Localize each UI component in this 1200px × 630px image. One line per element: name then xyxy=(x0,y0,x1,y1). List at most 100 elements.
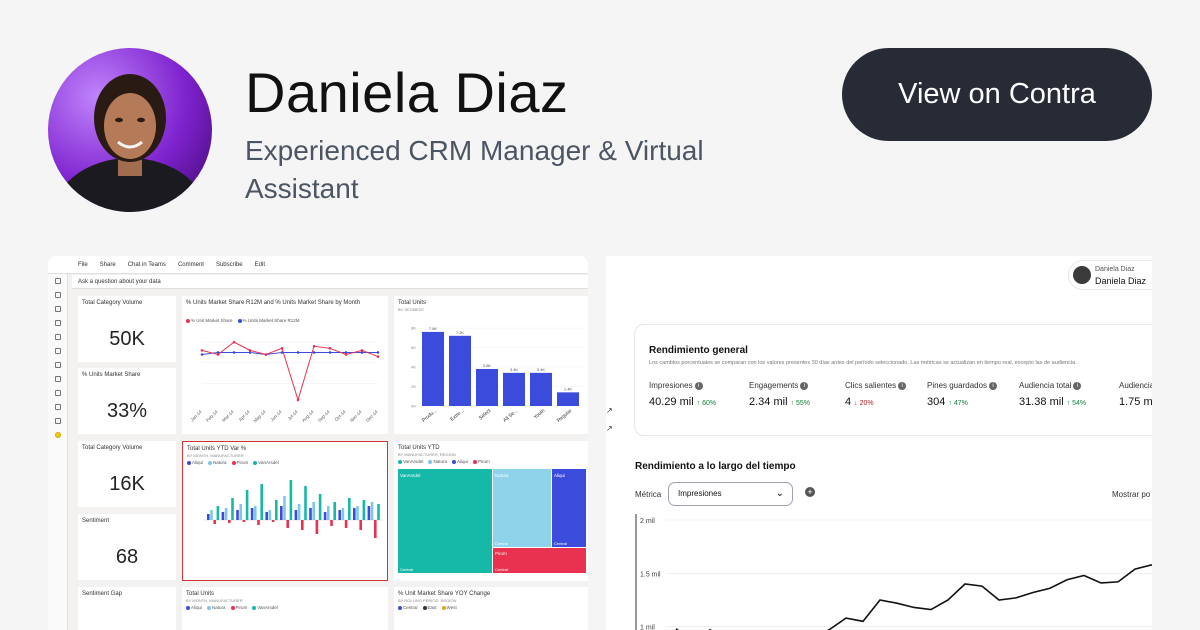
ytd-variance-tile[interactable]: Total Units YTD Var % BY MONTH, MANUFACT… xyxy=(182,441,388,581)
ytd-bar xyxy=(289,480,293,520)
category-label: Extre... xyxy=(449,408,465,423)
market-share-yoy-tile[interactable]: % Unit Market Share YOY Change BY ROLLIN… xyxy=(394,587,588,630)
y-tick-label: 2 mil xyxy=(640,518,655,525)
toolbar-edit[interactable]: Edit xyxy=(254,261,265,268)
metric-change: ↑ 47% xyxy=(948,400,968,407)
kpi-value: 50K xyxy=(109,328,145,350)
datasets-icon[interactable] xyxy=(54,334,61,340)
r12m-point xyxy=(376,351,380,354)
side-edge-icons: ↗ ↗ xyxy=(606,406,613,433)
kpi-title: Sentiment xyxy=(82,518,110,524)
ytd-bar xyxy=(370,502,374,520)
kpi-tile[interactable]: Sentiment Gap xyxy=(78,587,176,630)
goals-icon[interactable] xyxy=(54,348,61,354)
bar-chart-title: Total Units xyxy=(398,300,427,306)
category-label: Youth xyxy=(533,408,547,421)
ytd-bar xyxy=(265,512,268,520)
kpi-tile[interactable]: Total Category Volume 50K xyxy=(78,296,176,362)
x-tick-label: Nov-14 xyxy=(349,409,363,423)
ytd-bar xyxy=(367,506,371,520)
legend-item: VanArsdel xyxy=(253,460,279,465)
data-label: 7.2K xyxy=(456,330,465,335)
avatar xyxy=(48,48,212,212)
analytics-preview: Daniela Diaz Daniela Diaz ↗ ↗ Rendimiento… xyxy=(606,256,1152,630)
legend-item: Aliqui xyxy=(451,459,468,464)
metric-item: Audiencia total i 31.38 mil ↑ 54% xyxy=(1019,381,1119,408)
legend-item: % Units Market Share R12M xyxy=(237,318,300,323)
learn-icon[interactable] xyxy=(54,390,61,396)
ytd-bar xyxy=(283,496,286,520)
treemap-tile[interactable]: Total Units YTD BY MANUFACTURER, REGION … xyxy=(394,441,588,581)
category-label: All Se... xyxy=(502,408,519,424)
r12m-point xyxy=(344,351,348,354)
data-label: 1.4K xyxy=(564,386,573,391)
metric-selected: Impresiones xyxy=(678,489,722,498)
tile-title: Total Units xyxy=(186,591,215,597)
account-chip[interactable]: Daniela Diaz Daniela Diaz xyxy=(1068,260,1152,290)
metric-value: 2.34 mil xyxy=(749,396,788,408)
kpi-tile[interactable]: % Units Market Share 33% xyxy=(78,368,176,434)
line-chart-tile[interactable]: % Units Market Share R12M and % Units Ma… xyxy=(182,296,388,434)
metric-label: Clics salientes xyxy=(845,381,897,390)
ytd-bar xyxy=(323,512,327,520)
metric-select[interactable]: Impresiones ⌄ xyxy=(668,482,793,506)
market-share-point xyxy=(232,340,236,344)
market-share-point xyxy=(264,353,268,356)
treemap-plot: VanArsdel Natura Aliqui Central Central … xyxy=(398,469,586,573)
r12m-point xyxy=(200,353,204,356)
ytd-bar xyxy=(213,520,216,524)
total-units-tile[interactable]: Total Units BY MONTH, MANUFACTURER Aliqu… xyxy=(182,587,388,630)
r12m-point xyxy=(248,351,252,354)
y-tick-label: 4K xyxy=(411,365,416,370)
add-metric-icon[interactable]: + xyxy=(805,487,815,497)
market-share-point xyxy=(344,353,348,356)
overview-title: Rendimiento general xyxy=(649,345,748,356)
create-icon[interactable] xyxy=(54,320,61,326)
toolbar-file[interactable]: File xyxy=(78,261,88,268)
r12m-point xyxy=(328,351,332,354)
apps-icon[interactable] xyxy=(54,362,61,368)
kpi-tile[interactable]: Total Category Volume 16K xyxy=(78,441,176,507)
ytd-bar xyxy=(280,506,283,520)
bar-chart-tile[interactable]: Total Units BY SEGMENT 0K 2K 4K 6K 8K 7.6K Pro… xyxy=(394,296,588,434)
info-icon: i xyxy=(1073,381,1082,390)
r12m-point xyxy=(296,351,300,354)
r12m-line xyxy=(201,351,378,356)
toolbar-subscribe[interactable]: Subscribe xyxy=(215,261,243,268)
info-icon: i xyxy=(694,381,703,390)
x-tick-label: Sep-14 xyxy=(317,409,331,423)
treemap-title: Total Units YTD xyxy=(398,445,440,451)
market-share-point xyxy=(216,353,220,356)
ask-question-text: Ask a question about your data xyxy=(78,278,161,285)
y-tick-label: 1.5 mil xyxy=(640,571,661,578)
bar xyxy=(557,392,579,406)
metric-value: 31.38 mil xyxy=(1019,396,1064,408)
ytd-bar xyxy=(338,510,341,520)
metric-item: Impresiones i 40.29 mil ↑ 60% xyxy=(649,381,749,408)
metrics-icon[interactable] xyxy=(54,376,61,382)
toolbar-chat[interactable]: Chat in Teams xyxy=(127,261,166,268)
kpi-tile[interactable]: Sentiment 68 xyxy=(78,514,176,580)
account-avatar xyxy=(1073,266,1091,284)
account-name-small: Daniela Diaz xyxy=(1095,266,1135,273)
workspaces-icon[interactable] xyxy=(54,404,61,410)
home-icon[interactable] xyxy=(54,278,61,284)
y-tick-label: 0K xyxy=(411,404,416,409)
market-share-line xyxy=(201,341,379,402)
category-label: Produ... xyxy=(421,408,438,424)
kpi-title: Total Category Volume xyxy=(82,300,143,306)
bar xyxy=(530,372,552,406)
favorites-icon[interactable] xyxy=(54,292,61,298)
metric-label: Métrica xyxy=(635,490,662,499)
toolbar-share[interactable]: Share xyxy=(99,261,116,268)
legend-item: VanArsdel xyxy=(398,459,423,464)
recent-icon[interactable] xyxy=(54,306,61,312)
view-on-contra-button[interactable]: View on Contra xyxy=(842,48,1152,141)
ytd-bar xyxy=(356,506,359,520)
share-icon[interactable] xyxy=(54,418,61,424)
data-label: 3.8K xyxy=(483,363,492,368)
toolbar-comment[interactable]: Comment xyxy=(177,261,204,268)
line-chart-plot: Jan-14 Feb-14 Mar-14 Apr-14 May-14 Jun-14 Jul-… xyxy=(189,340,380,423)
bar xyxy=(476,368,498,406)
ask-question-bar[interactable]: Ask a question about your data xyxy=(72,275,588,289)
